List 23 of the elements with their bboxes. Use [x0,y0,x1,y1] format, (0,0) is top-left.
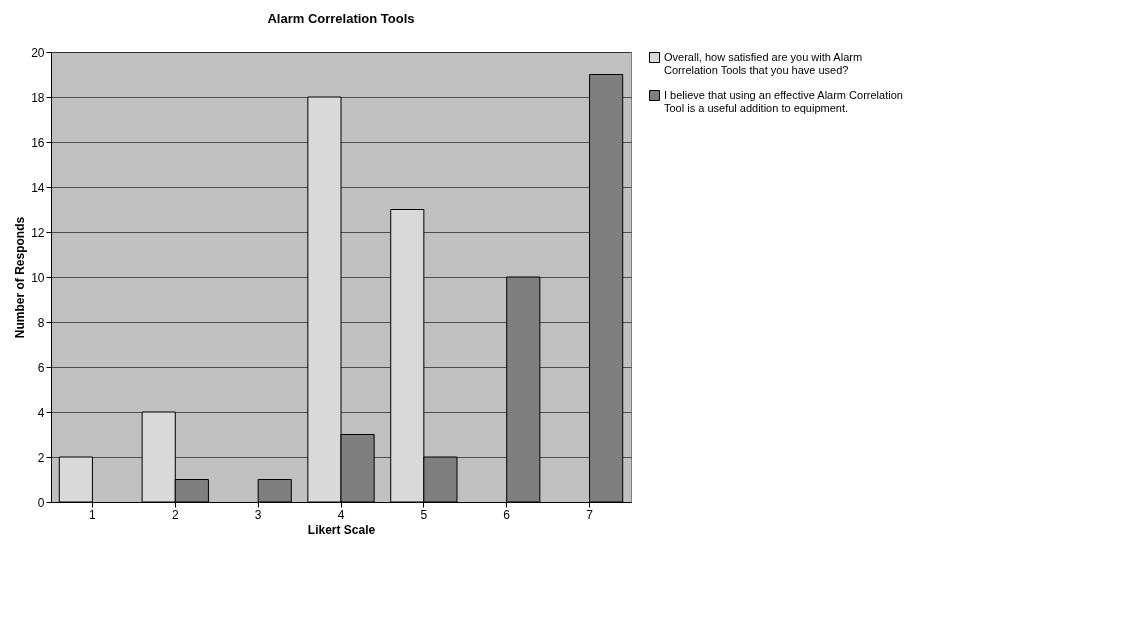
y-tick-label: 18 [31,90,45,105]
x-tick-label: 4 [337,507,345,522]
y-tick-label: 6 [37,360,45,375]
legend-label: I believe that using an effective Alarm Correlation Tool is a useful addition to equipment. [664,88,903,114]
x-tick-label: 7 [586,507,594,522]
y-tick-label: 20 [31,45,45,60]
x-tick-label: 3 [254,507,262,522]
x-tick-label: 2 [171,507,179,522]
x-axis-title: Likert Scale [307,522,376,537]
y-tick-label: 14 [31,180,45,195]
x-tick-label: 5 [420,507,428,522]
y-tick-label: 0 [37,495,45,510]
y-tick-label: 4 [37,405,45,420]
y-tick-label: 16 [31,135,45,150]
y-tick-label: 8 [37,315,45,330]
x-tick-label: 6 [503,507,511,522]
legend-label: Overall, how satisfied are you with Alarm Correlation Tools that you have used? [664,50,863,76]
chart-title: Alarm Correlation Tools [267,11,415,26]
y-tick-label: 2 [37,450,45,465]
y-axis-title: Number of Responds [13,216,28,339]
y-tick-label: 12 [31,225,45,240]
x-tick-label: 1 [89,507,97,522]
y-tick-label: 10 [31,270,45,285]
